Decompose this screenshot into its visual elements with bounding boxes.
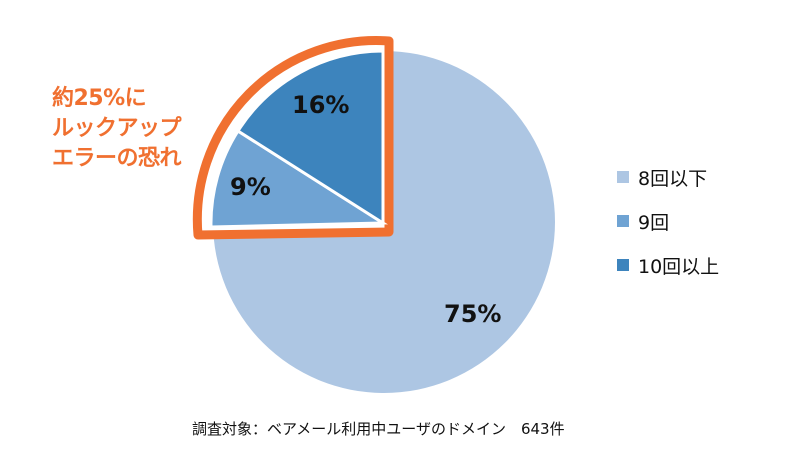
slice-label-9: 9% [230,173,271,201]
legend-label: 8回以下 [638,167,708,190]
pie-slice-9 [209,128,388,229]
legend-item-10-or-more: 10回以上 [617,254,720,278]
highlighted-slices [192,36,394,240]
callout-line-3: エラーの恐れ [52,146,182,171]
legend-swatch-icon [617,259,629,271]
survey-footnote: 調査対象：ベアメール利用中ユーザのドメイン 643件 [192,420,565,438]
chart-legend: 8回以下 9回 10回以上 [617,166,719,298]
legend-label: 10回以上 [638,255,720,278]
slice-label-16: 16% [292,91,349,119]
callout-line-2: ルックアップ [52,116,182,141]
legend-swatch-icon [617,215,629,227]
legend-swatch-icon [617,171,629,183]
risk-callout: 約25%に ルックアップ エラーの恐れ [52,84,182,174]
legend-item-8-or-less: 8回以下 [617,166,719,190]
pie-slice-10-or-more [235,49,385,226]
legend-label: 9回 [638,211,670,234]
legend-item-9: 9回 [617,210,719,234]
callout-line-1: 約25%に [52,86,147,111]
slice-label-75: 75% [444,300,501,328]
